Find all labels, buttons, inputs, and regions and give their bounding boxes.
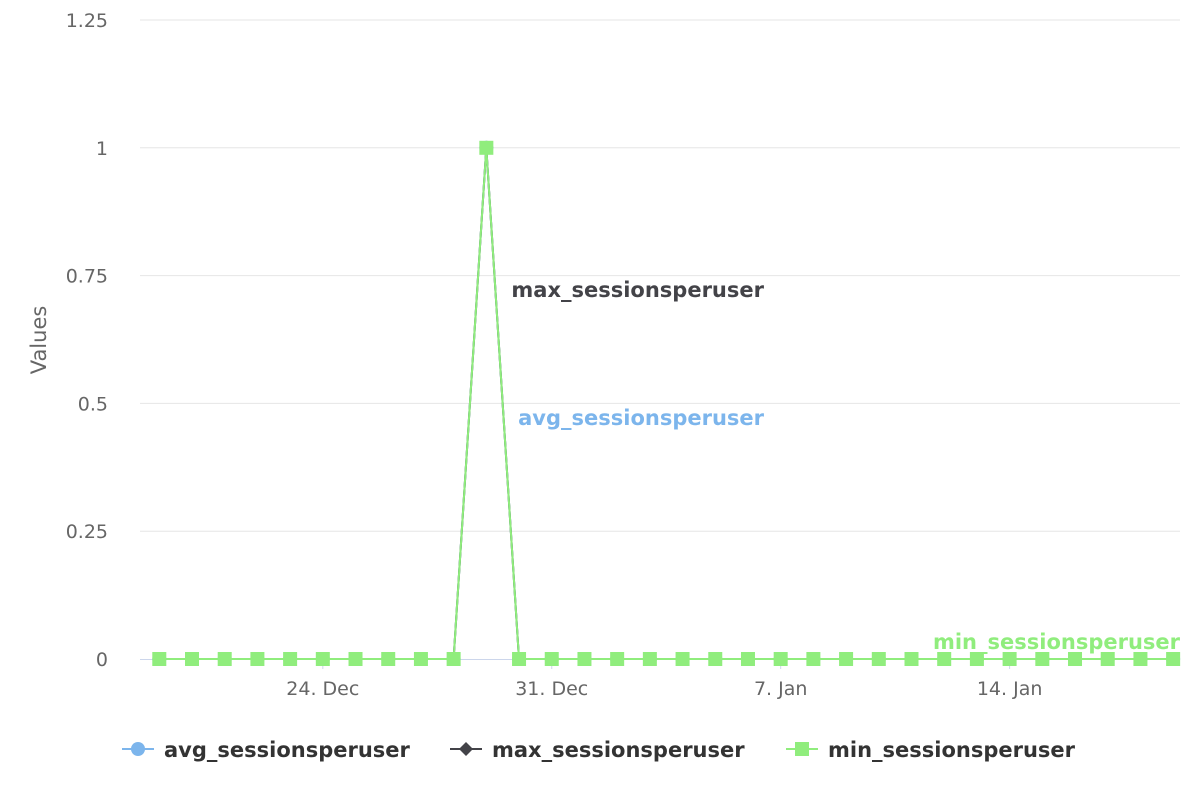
series-min_sessionsperuser — [152, 140, 1181, 666]
series-labels: avg_sessionsperuser max_sessionsperusermi… — [511, 278, 1180, 654]
y-axis-title: Values — [27, 306, 51, 375]
series-label: avg_sessionsperuser — [518, 406, 765, 430]
data-point — [1100, 652, 1115, 666]
data-point — [512, 652, 527, 666]
legend-marker — [795, 742, 809, 756]
legend[interactable]: avg_sessionsperuser max_sessionsperuser mi… — [122, 738, 1076, 762]
data-point — [217, 652, 232, 666]
legend-item-avg_sessionsperuser[interactable]: avg_sessionsperuser — [122, 738, 411, 762]
x-tick-label: 24. Dec — [286, 678, 359, 700]
y-tick-label: 0.75 — [66, 266, 108, 288]
y-axis: 0 0.25 0.5 0.75 1 1.25 — [66, 10, 108, 671]
data-point — [642, 652, 657, 666]
data-point — [708, 652, 723, 666]
series-group — [152, 140, 1181, 666]
data-point — [1035, 652, 1050, 666]
data-point — [185, 652, 199, 666]
grid-lines — [140, 19, 1180, 532]
data-point — [348, 652, 363, 666]
data-point — [675, 652, 690, 666]
data-point — [1002, 652, 1017, 666]
x-tick-label: 31. Dec — [515, 678, 588, 700]
series-label: max_sessionsperuser — [511, 278, 764, 302]
data-point — [446, 652, 461, 666]
data-point — [479, 140, 494, 155]
data-point — [904, 652, 919, 666]
data-point — [283, 652, 298, 666]
data-point — [871, 652, 886, 666]
data-point — [152, 652, 167, 666]
data-point — [544, 652, 559, 666]
y-tick-label: 1.25 — [66, 10, 108, 32]
data-point — [413, 652, 428, 666]
data-point — [806, 652, 821, 666]
y-tick-label: 0 — [96, 649, 108, 671]
y-tick-label: 0.25 — [66, 521, 108, 543]
legend-label: min_sessionsperuser — [828, 738, 1076, 762]
legend-marker — [131, 742, 145, 756]
data-point — [1133, 652, 1148, 666]
legend-label: avg_sessionsperuser — [164, 738, 411, 762]
legend-marker — [459, 742, 473, 756]
data-point — [610, 652, 625, 666]
data-point — [839, 652, 854, 666]
data-point — [315, 652, 330, 666]
series-label: min_sessionsperuser — [933, 630, 1181, 654]
legend-item-min_sessionsperuser[interactable]: min_sessionsperuser — [786, 738, 1076, 762]
data-point — [773, 652, 788, 666]
legend-item-max_sessionsperuser[interactable]: max_sessionsperuser — [450, 738, 745, 762]
data-point — [381, 652, 396, 666]
y-tick-label: 1 — [96, 138, 108, 160]
data-point — [250, 652, 265, 666]
legend-label: max_sessionsperuser — [492, 738, 745, 762]
data-point — [577, 652, 592, 666]
data-point — [1166, 652, 1181, 666]
data-point — [1068, 652, 1083, 666]
x-tick-label: 7. Jan — [754, 678, 807, 700]
y-tick-label: 0.5 — [78, 393, 108, 415]
data-point — [937, 652, 952, 666]
data-point — [969, 652, 984, 666]
x-tick-label: 14. Jan — [977, 678, 1043, 700]
data-point — [740, 652, 755, 666]
